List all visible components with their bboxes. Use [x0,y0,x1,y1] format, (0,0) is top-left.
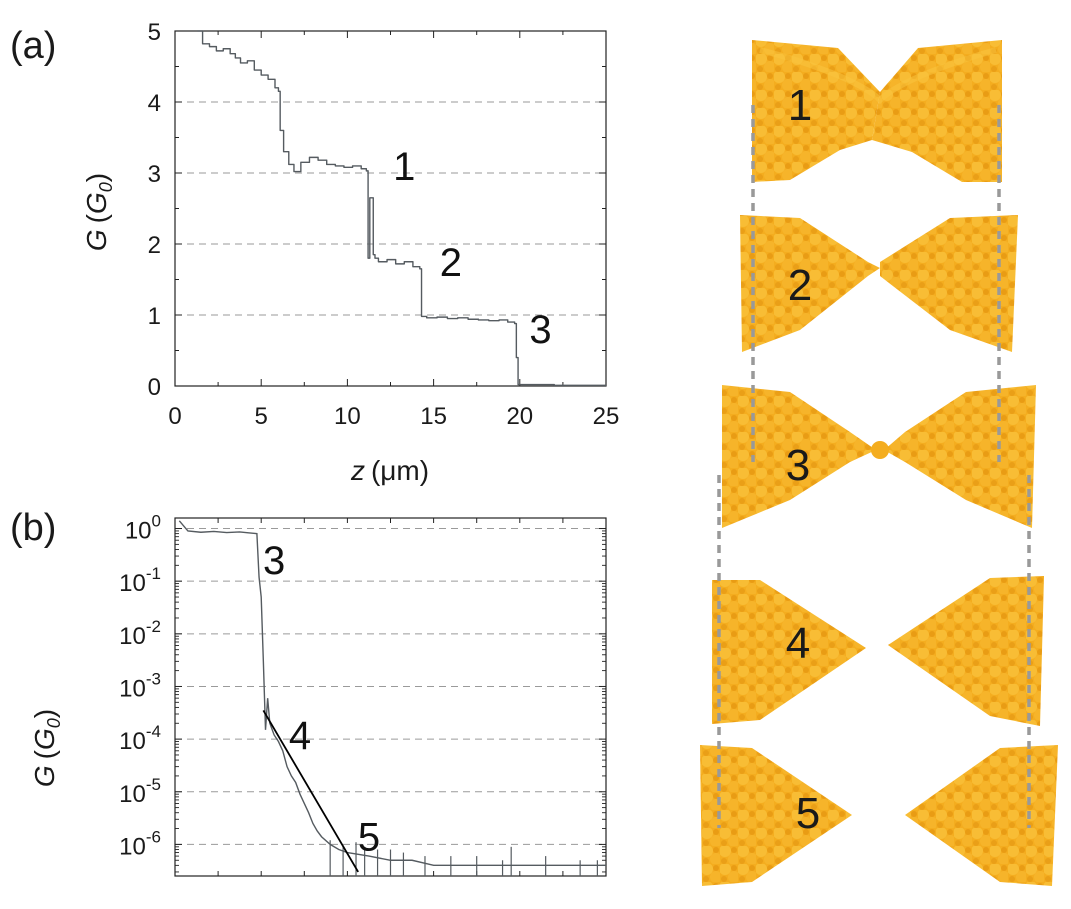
y-tick-label: 10-4 [119,722,161,755]
panel-a-data [197,30,606,386]
annotation-label: 5 [358,816,380,860]
y-label-sub: 0 [96,182,116,192]
junction-stage-4: 4 [712,576,1044,726]
stage-3-label: 3 [786,441,810,490]
y-tick-label: 10-2 [119,617,161,650]
b-y-label-close: ) [29,709,60,718]
panel-b-data [178,520,606,876]
y-label-var: G [81,229,112,251]
junction-stage-1: 1 [752,40,1002,182]
y-tick-label: 2 [148,232,161,259]
junction-stage-2: 2 [740,215,1018,352]
panel-b-y-axis-label: G(G0) [29,709,64,787]
y-tick-label: 100 [125,512,161,545]
x-tick-label: 5 [255,403,268,430]
panel-a-label: (a) [10,25,56,67]
y-label-open: ( [81,213,112,223]
log-conductance-trace [178,520,606,867]
panel-a-annotations: 1 2 3 [393,145,551,352]
panel-a-y-axis-label: G(G0) [81,173,116,251]
y-tick-label: 3 [148,161,161,188]
annotation-label: 4 [289,714,311,758]
y-tick-label: 4 [148,90,161,117]
stage-2-label: 2 [788,261,812,310]
y-tick-label: 10-1 [119,564,161,597]
annotation-label: 3 [263,539,285,583]
y-tick-label: 10-6 [119,827,161,860]
guide-lines [717,105,1031,828]
fit-line [262,710,359,873]
panel-b-annotations: 3 4 5 [263,539,380,859]
y-label-unit-var: G [81,192,112,214]
junction-illustration: 1 2 3 4 5 [700,40,1058,886]
x-label-var: z [350,455,365,486]
b-y-label-unit-var: G [29,728,60,750]
x-tick-label: 20 [506,403,533,430]
panel-b-grid [175,528,606,845]
b-y-label-open: ( [29,749,60,759]
x-tick-label: 15 [420,403,447,430]
y-tick-label: 0 [148,374,161,401]
y-tick-label: 1 [148,303,161,330]
y-tick-label: 10-3 [119,669,161,702]
annotation-label: 1 [393,145,415,189]
stage-4-label: 4 [786,619,810,668]
y-tick-label: 5 [148,19,161,46]
annotation-label: 3 [529,308,551,352]
panel-b-label: (b) [10,507,56,549]
panel-a-x-axis-label: z (μm) [350,455,429,486]
panel-b-frame [174,517,607,877]
conductance-trace [197,30,606,386]
x-tick-label: 10 [334,403,361,430]
b-y-label-sub: 0 [44,718,64,728]
panel-a-grid [175,101,606,316]
junction-stage-3: 3 [722,385,1036,528]
panel-a-ticks: 0 1 2 3 4 5 0 5 10 15 20 25 [148,19,620,430]
stage-1-label: 1 [788,81,812,130]
junction-stage-5: 5 [700,745,1058,886]
stage-5-label: 5 [796,789,820,838]
y-tick-label: 10-5 [119,775,161,808]
panel-b-ticks: 100 10-1 10-2 10-3 10-4 10-5 10-6 [119,512,606,876]
y-label-close: ) [81,173,112,182]
x-label-unit: (μm) [371,455,429,486]
x-tick-label: 0 [168,403,181,430]
x-tick-label: 25 [593,403,620,430]
annotation-label: 2 [440,241,462,285]
b-y-label-var: G [29,765,60,787]
